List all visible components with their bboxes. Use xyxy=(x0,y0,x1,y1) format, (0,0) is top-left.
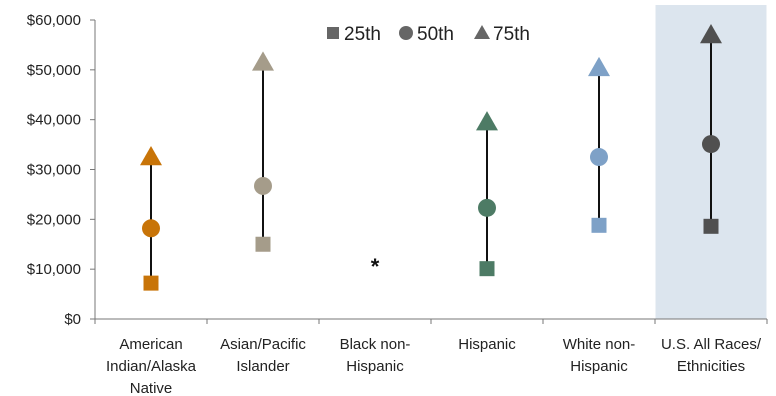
p75-marker xyxy=(140,146,162,166)
category-label: Hispanic xyxy=(346,358,404,375)
y-tick-label: $60,000 xyxy=(27,12,81,29)
category-label: Indian/Alaska xyxy=(106,358,197,375)
data-marks: * xyxy=(140,23,722,291)
category-label: Islander xyxy=(236,358,289,375)
category-label: Black non- xyxy=(340,336,411,353)
category-label: White non- xyxy=(563,336,636,353)
legend-circle-icon xyxy=(399,26,413,40)
p25-marker xyxy=(143,275,159,291)
category-label: Hispanic xyxy=(570,358,628,375)
p25-marker xyxy=(703,218,719,234)
category-label: U.S. All Races/ xyxy=(661,336,762,353)
category-label: Asian/Pacific xyxy=(220,336,306,353)
legend-label: 25th xyxy=(344,24,381,45)
category-label: Native xyxy=(130,380,173,396)
p25-marker xyxy=(255,236,271,252)
p50-marker xyxy=(702,135,720,154)
legend-label: 50th xyxy=(417,24,454,45)
category-label: Hispanic xyxy=(458,336,516,353)
p50-marker xyxy=(142,219,160,238)
p75-marker xyxy=(252,51,274,71)
p75-marker xyxy=(476,111,498,131)
y-tick-label: $50,000 xyxy=(27,62,81,79)
p25-marker xyxy=(591,217,607,233)
y-tick-label: $30,000 xyxy=(27,162,81,179)
y-tick-label: $10,000 xyxy=(27,261,81,278)
legend: 25th 50th 75th xyxy=(327,24,530,45)
p75-marker xyxy=(588,56,610,77)
category-label: American xyxy=(119,336,182,353)
legend-label: 75th xyxy=(493,24,530,45)
p75-marker xyxy=(700,23,722,44)
category-label: Ethnicities xyxy=(677,358,745,375)
y-tick-label: $20,000 xyxy=(27,211,81,228)
legend-triangle-icon xyxy=(474,25,490,39)
p50-marker xyxy=(478,198,496,217)
suppressed-marker: * xyxy=(371,254,380,279)
p25-marker xyxy=(479,261,495,277)
legend-square-icon xyxy=(327,27,339,39)
p50-marker xyxy=(590,148,608,167)
y-tick-label: $40,000 xyxy=(27,112,81,129)
p50-marker xyxy=(254,176,272,195)
y-tick-label: $0 xyxy=(64,311,81,328)
axes: $0 $10,000 $20,000 $30,000 $40,000 $50,000 $60… xyxy=(27,12,768,396)
